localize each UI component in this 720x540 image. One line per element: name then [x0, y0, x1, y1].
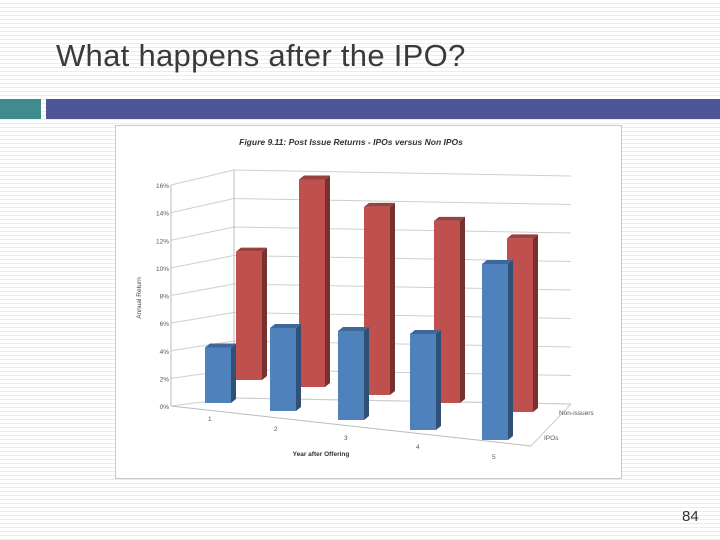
- y-tick-label: 2%: [160, 376, 170, 383]
- bar-ipos-top: [482, 260, 513, 264]
- bar-non-issuers: [236, 251, 262, 380]
- bar-ipos-side: [436, 330, 441, 430]
- bar-non-issuers-side: [325, 175, 330, 387]
- chart-image: 0% 2% 4% 6% 8% 10% 12% 14% 16% Figure 9.11: Post …: [115, 125, 622, 479]
- bar-ipos: [482, 264, 508, 440]
- bar-ipos: [205, 347, 231, 403]
- y-axis-label: Annual Return: [136, 277, 143, 319]
- bar-ipos-side: [231, 343, 236, 403]
- side-gridline: [170, 340, 235, 352]
- y-tick-label: 14%: [156, 211, 169, 218]
- page-number: 84: [682, 508, 699, 525]
- side-gridline: [170, 226, 235, 241]
- x-tick-label: 4: [416, 444, 420, 451]
- bar-non-issuers: [299, 179, 325, 387]
- y-tick-label: 0%: [160, 404, 170, 411]
- bar-non-issuers-top: [507, 234, 538, 239]
- bar-non-issuers-side: [262, 247, 267, 380]
- y-tick-label: 4%: [160, 349, 170, 356]
- floor-right-line: [530, 403, 572, 447]
- bar-ipos: [270, 328, 296, 411]
- bar-ipos-top: [270, 324, 301, 328]
- chart-title: Figure 9.11: Post Issue Returns - IPOs v…: [239, 137, 463, 147]
- bar-ipos-side: [364, 327, 369, 420]
- bar-ipos-side: [296, 324, 301, 411]
- bar-non-issuers-top: [434, 216, 465, 221]
- x-tick-label: 2: [274, 426, 278, 433]
- y-tick-label: 6%: [160, 321, 170, 328]
- y-tick-label: 8%: [160, 294, 170, 301]
- side-gridline: [170, 169, 235, 186]
- bar-non-issuers-top: [236, 247, 267, 252]
- bar-ipos-top: [410, 330, 441, 334]
- accent-band-teal: [0, 99, 41, 119]
- side-gridline: [170, 312, 235, 324]
- side-gridline: [170, 255, 235, 269]
- bar-non-issuers-side: [460, 216, 465, 403]
- y-tick-label: 16%: [156, 183, 169, 190]
- bar-ipos-side: [508, 260, 513, 440]
- series-label-non-issuers: Non-issuers: [559, 410, 594, 417]
- bar-ipos-top: [205, 343, 236, 348]
- floor-front-line: [170, 405, 532, 447]
- x-tick-label: 5: [492, 454, 496, 461]
- side-gridline: [170, 283, 235, 296]
- bar-non-issuers-top: [299, 175, 330, 180]
- bar-ipos: [410, 334, 436, 430]
- y-tick-label: 12%: [156, 238, 169, 245]
- accent-band-navy: [46, 99, 720, 119]
- back-gridline: [233, 226, 572, 234]
- bar-ipos: [338, 331, 364, 420]
- bar-non-issuers-side: [533, 234, 538, 412]
- x-tick-label: 3: [344, 435, 348, 442]
- series-label-ipos: IPOs: [544, 435, 559, 442]
- bar-ipos-top: [338, 327, 369, 331]
- chart-3d-bar: 0% 2% 4% 6% 8% 10% 12% 14% 16% Figure 9.11: Post …: [136, 137, 594, 461]
- back-gridline: [233, 198, 572, 205]
- bar-non-issuers-top: [364, 202, 395, 207]
- side-gridline: [170, 198, 235, 214]
- x-axis-label: Year after Offering: [293, 451, 350, 458]
- slide-title: What happens after the IPO?: [56, 38, 466, 73]
- x-tick-label: 1: [208, 416, 212, 423]
- y-tick-label: 10%: [156, 266, 169, 273]
- bar-non-issuers-side: [390, 202, 395, 395]
- back-gridline: [233, 169, 572, 177]
